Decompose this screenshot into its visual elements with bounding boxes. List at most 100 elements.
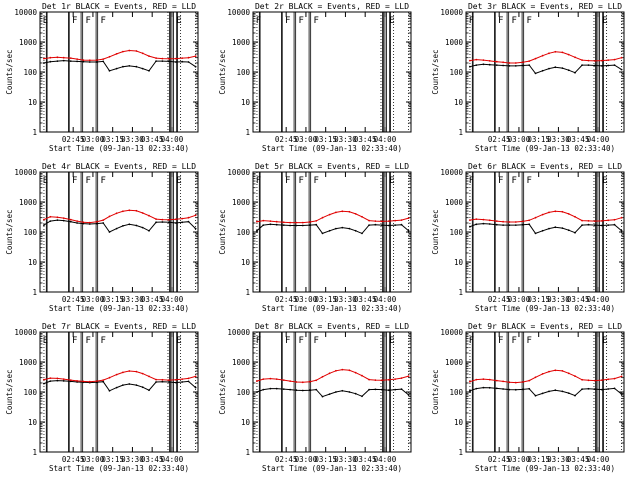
data-point-events (108, 69, 111, 72)
data-point-lld (309, 380, 311, 383)
region-marker: F (313, 336, 318, 346)
data-point-events (295, 224, 298, 227)
region-marker: F (526, 336, 531, 346)
panel-title: Det 1r BLACK = Events, RED = LLD (42, 2, 196, 11)
data-point-lld (62, 217, 65, 220)
data-point-events (167, 381, 170, 383)
region-marker: E (176, 336, 181, 346)
y-tick-label: 100 (236, 388, 250, 397)
data-point-lld (567, 213, 570, 215)
data-point-lld (495, 60, 498, 63)
region-marker: F (85, 176, 90, 186)
data-point-lld (554, 210, 557, 213)
data-point-events (282, 388, 285, 390)
data-point-events (528, 387, 531, 390)
region-marker: F (498, 16, 503, 26)
data-point-lld (321, 216, 324, 219)
detector-panel-7: Det 7r BLACK = Events, RED = LLD 1 10 100 10… (5, 322, 199, 473)
series-line-lld (256, 210, 409, 224)
data-point-events (115, 67, 118, 70)
data-point-lld (301, 221, 304, 224)
data-point-events (155, 381, 158, 383)
data-point-lld (187, 56, 190, 59)
panel-title: Det 5r BLACK = Events, RED = LLD (255, 162, 409, 171)
data-point-lld (400, 219, 403, 222)
data-point-lld (601, 59, 603, 62)
y-tick-label: 10 (28, 98, 38, 107)
series-line-lld (43, 209, 196, 224)
data-point-events (581, 64, 583, 66)
x-tick-label: 02:45 (275, 295, 298, 304)
data-point-events (593, 224, 596, 227)
data-point-events (368, 388, 370, 391)
data-point-lld (528, 60, 531, 62)
data-point-lld (354, 371, 357, 374)
data-point-events (155, 60, 158, 62)
x-tick-label: 03:45 (354, 295, 377, 304)
data-point-events (561, 227, 564, 230)
x-axis-label: Start Time (09-Jan-13 02:33:40) (262, 304, 402, 313)
data-point-lld (561, 210, 564, 213)
data-point-events (361, 395, 363, 398)
data-point-lld (541, 373, 544, 375)
data-point-lld (574, 215, 576, 218)
data-point-lld (289, 380, 291, 382)
data-point-events (335, 391, 337, 393)
x-tick-label: 04:00 (161, 455, 184, 464)
x-tick-label: 03:00 (295, 135, 318, 144)
region-marker: F (526, 16, 531, 26)
data-point-events (96, 61, 98, 63)
data-point-lld (76, 380, 78, 382)
data-point-lld (554, 50, 557, 53)
x-tick-label: 03:45 (567, 295, 590, 304)
data-point-events (49, 380, 52, 382)
data-point-events (301, 389, 304, 392)
region-marker: F (285, 16, 290, 26)
x-tick-label: 04:00 (161, 135, 184, 144)
data-point-events (148, 389, 150, 392)
x-tick-label: 03:45 (141, 295, 164, 304)
data-point-lld (548, 211, 550, 214)
data-point-lld (502, 220, 504, 223)
y-tick-label: 10000 (14, 8, 37, 17)
y-axis-label: Counts/sec (218, 49, 227, 94)
series-line-events (256, 388, 409, 398)
data-point-events (574, 231, 576, 234)
data-point-events (69, 380, 72, 383)
series-line-events (256, 223, 409, 235)
series-line-lld (43, 49, 196, 61)
data-point-lld (262, 219, 265, 222)
detector-panel-6: Det 6r BLACK = Events, RED = LLD 1 10 100 10… (431, 162, 625, 313)
data-point-events (388, 224, 390, 227)
data-point-events (187, 61, 190, 63)
data-point-events (587, 387, 590, 390)
region-marker: E (176, 176, 181, 186)
data-point-events (348, 227, 351, 230)
data-point-lld (96, 380, 98, 382)
y-axis-label: Counts/sec (5, 49, 14, 94)
data-point-events (469, 389, 471, 392)
region-marker: F (526, 176, 531, 186)
x-tick-label: 03:00 (295, 295, 318, 304)
data-point-lld (488, 219, 491, 222)
data-point-events (335, 227, 337, 230)
data-point-lld (522, 220, 524, 223)
data-point-events (374, 388, 377, 391)
data-point-lld (194, 375, 197, 378)
y-tick-label: 100 (23, 388, 37, 397)
x-tick-label: 03:30 (547, 295, 570, 304)
y-tick-label: 10 (241, 258, 251, 267)
x-tick-label: 03:30 (334, 455, 357, 464)
data-point-events (341, 226, 344, 229)
data-point-events (43, 62, 45, 64)
y-tick-label: 10000 (227, 168, 250, 177)
data-point-events (488, 386, 491, 389)
data-point-events (187, 220, 190, 223)
detector-panel-2: Det 2r BLACK = Events, RED = LLD 1 10 100 10… (218, 2, 412, 153)
plot-frame (252, 171, 412, 293)
y-tick-label: 10 (241, 418, 251, 427)
data-point-lld (194, 214, 197, 217)
x-tick-label: 03:30 (121, 455, 144, 464)
data-point-lld (328, 213, 331, 216)
y-tick-label: 10 (454, 98, 464, 107)
